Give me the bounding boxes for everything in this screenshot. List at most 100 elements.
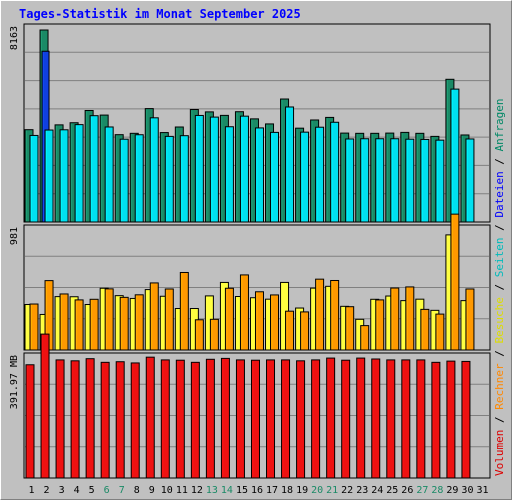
bar-rechner [285,310,295,351]
bar-rechner-group [450,213,460,351]
x-tick-label: 20 [311,485,323,496]
y-max-label-1: 981 [9,227,20,245]
bar-volumen-group [341,359,351,479]
bar-seiten-group [300,131,310,223]
bar-volumen-group [70,360,80,479]
bar-volumen-group [461,360,471,479]
bar-seiten [104,126,114,223]
bar-seiten-group [224,126,234,223]
bar-rechner-group [224,287,234,351]
x-tick-label: 9 [149,485,155,496]
x-tick-label: 4 [74,485,80,496]
bar-volumen [326,357,336,479]
bar-rechner [315,278,325,351]
bar-rechner-group [149,282,159,351]
bar-volumen [311,359,321,479]
bar-rechner-group [254,291,264,351]
bar-volumen [85,358,95,479]
bar-rechner [104,288,114,351]
bar-rechner [149,282,159,351]
bar-rechner-group [134,294,144,351]
bar-seiten [179,135,189,223]
x-tick-label: 27 [416,485,428,496]
bar-rechner [194,319,204,351]
legend-item: Anfragen [493,98,506,151]
legend-item: Seiten [493,238,506,278]
bar-volumen [175,359,185,479]
bar-rechner-group [270,294,280,351]
bar-seiten [89,115,99,223]
bar-volumen [266,359,276,479]
x-tick-label: 25 [386,485,398,496]
bar-seiten-group [360,138,370,223]
bar-volumen [115,361,125,479]
bar-volumen-group [100,361,110,479]
bar-volumen-group [130,362,140,479]
bar-seiten-group [450,88,460,223]
legend: Volumen / Rechner / Besuche / Seiten / D… [493,98,506,476]
bar-volumen-group [386,359,396,479]
bar-seiten-group [104,126,114,223]
x-tick-label: 23 [356,485,368,496]
bar-rechner [179,271,189,351]
bar-seiten [390,138,400,223]
bar-seiten [285,106,295,223]
bar-volumen [446,360,456,479]
bar-volumen [281,359,291,479]
bar-rechner-group [300,311,310,351]
bar-seiten-group [315,126,325,223]
x-tick-label: 12 [191,485,203,496]
bar-rechner [375,299,385,351]
bar-volumen [40,333,50,479]
legend-item: Rechner [493,363,506,410]
bar-seiten [134,134,144,223]
bar-rechner [254,291,264,351]
bar-seiten [315,126,325,223]
x-tick-label: 11 [176,485,188,496]
bar-seiten [59,129,69,223]
bar-seiten [330,121,340,223]
bar-rechner [164,288,174,351]
bar-rechner-group [285,310,295,351]
bar-rechner-group [420,308,430,351]
bar-volumen-group [401,359,411,479]
bar-seiten [465,138,475,223]
bar-volumen-group [281,359,291,479]
bar-seiten [270,131,280,223]
bar-rechner-group [119,296,129,351]
bar-rechner [119,296,129,351]
bar-volumen [431,361,441,479]
bar-volumen-group [145,356,155,479]
bar-volumen-group [235,359,245,479]
bar-rechner [390,287,400,351]
x-tick-label: 14 [221,485,233,496]
bar-volumen-group [175,359,185,479]
bar-rechner-group [435,313,445,351]
bar-volumen [100,361,110,479]
x-tick-label: 18 [281,485,293,496]
bar-seiten-group [254,127,264,223]
bar-rechner-group [330,279,340,351]
bar-volumen [220,357,230,479]
bar-rechner-group [59,293,69,351]
bar-volumen-group [371,358,381,479]
bar-volumen-group [40,333,50,479]
bar-volumen [401,359,411,479]
x-tick-label: 7 [119,485,125,496]
bar-rechner-group [179,271,189,351]
bar-seiten-group [119,138,129,223]
x-tick-label: 24 [371,485,383,496]
bar-seiten-group [29,134,39,223]
bar-rechner [330,279,340,351]
bar-volumen [250,359,260,479]
bar-volumen-group [55,359,65,479]
y-max-label-0: 8163 [9,26,20,50]
x-tick-label: 15 [236,485,248,496]
bar-rechner [59,293,69,351]
bar-seiten-group [44,129,54,223]
bar-volumen [160,359,170,479]
legend-item: / [493,218,506,238]
bar-volumen [55,359,65,479]
x-tick-label: 21 [326,485,338,496]
